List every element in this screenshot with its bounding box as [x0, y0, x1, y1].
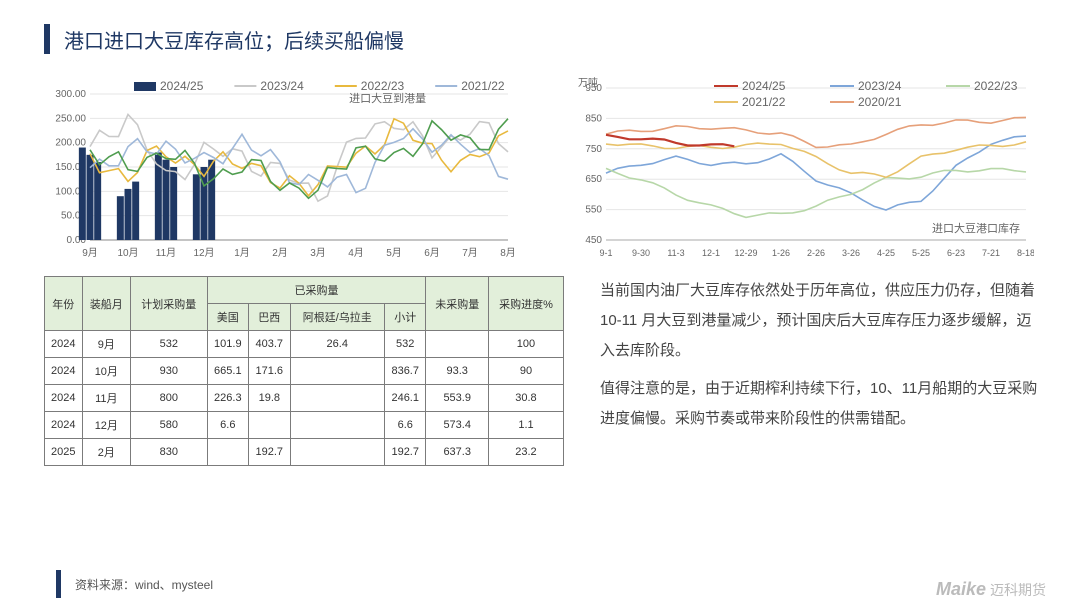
purchase-table-wrap: 年份装船月计划采购量已采购量未采购量采购进度%美国巴西阿根廷/乌拉圭小计2024…	[44, 276, 564, 466]
svg-text:4-25: 4-25	[877, 248, 895, 258]
svg-text:9月: 9月	[82, 247, 98, 259]
svg-text:进口大豆港口库存: 进口大豆港口库存	[932, 221, 1020, 235]
svg-text:2022/23: 2022/23	[361, 79, 405, 93]
brand-logo: Maike 迈科期货	[936, 579, 1046, 600]
svg-text:7月: 7月	[462, 247, 478, 259]
svg-text:2021/22: 2021/22	[461, 79, 505, 93]
table-row: 202412月5806.66.6573.41.1	[45, 412, 564, 439]
svg-text:12-1: 12-1	[702, 248, 720, 258]
source-text: 资料来源：wind、mysteel	[75, 576, 213, 593]
chart-right: 万吨4505506507508509509-19-3011-312-112-29…	[564, 72, 1040, 262]
stock-chart: 万吨4505506507508509509-19-3011-312-112-29…	[564, 72, 1034, 262]
svg-text:6月: 6月	[424, 247, 440, 259]
svg-text:2月: 2月	[272, 247, 288, 259]
svg-text:11月: 11月	[156, 247, 176, 259]
svg-text:5月: 5月	[386, 247, 402, 259]
table-row: 202411月800226.319.8246.1553.930.8	[45, 385, 564, 412]
charts-row: 0.0050.00100.00150.00200.00250.00300.009…	[44, 72, 1040, 262]
arrival-chart: 0.0050.00100.00150.00200.00250.00300.009…	[44, 72, 514, 262]
analysis-paragraph: 当前国内油厂大豆库存依然处于历年高位，供应压力仍存，但随着 10-11 月大豆到…	[600, 276, 1040, 366]
table-row: 202410月930665.1171.6836.793.390	[45, 358, 564, 385]
svg-text:7-21: 7-21	[982, 248, 1000, 258]
svg-text:8-18: 8-18	[1017, 248, 1034, 258]
svg-text:12月: 12月	[193, 247, 214, 259]
page-title: 港口进口大豆库存高位；后续买船偏慢	[64, 25, 404, 54]
svg-text:3月: 3月	[310, 247, 326, 259]
table-row: 20252月830192.7192.7637.323.2	[45, 439, 564, 466]
table-row: 20249月532101.9403.726.4532100	[45, 331, 564, 358]
source-line: 资料来源：wind、mysteel	[56, 570, 213, 598]
svg-text:650: 650	[585, 174, 602, 185]
slide-page: 港口进口大豆库存高位；后续买船偏慢 0.0050.00100.00150.002…	[0, 0, 1080, 608]
svg-text:2020/21: 2020/21	[858, 95, 902, 109]
svg-text:850: 850	[585, 113, 602, 124]
svg-text:2021/22: 2021/22	[742, 95, 786, 109]
svg-text:2024/25: 2024/25	[160, 79, 204, 93]
svg-text:2023/24: 2023/24	[260, 79, 304, 93]
svg-text:1月: 1月	[234, 247, 250, 259]
svg-text:11-3: 11-3	[667, 248, 684, 258]
svg-text:9-30: 9-30	[632, 248, 650, 258]
svg-text:550: 550	[585, 205, 602, 216]
svg-text:2022/23: 2022/23	[974, 79, 1018, 93]
svg-text:750: 750	[585, 144, 602, 155]
svg-text:950: 950	[585, 83, 602, 94]
purchase-table: 年份装船月计划采购量已采购量未采购量采购进度%美国巴西阿根廷/乌拉圭小计2024…	[44, 276, 564, 466]
brand-en: Maike	[936, 579, 986, 600]
svg-text:进口大豆到港量: 进口大豆到港量	[349, 91, 426, 105]
analysis-paragraph: 值得注意的是，由于近期榨利持续下行，10、11月船期的大豆采购进度偏慢。采购节奏…	[600, 374, 1040, 434]
title-accent	[44, 24, 50, 54]
svg-text:2-26: 2-26	[807, 248, 825, 258]
bottom-row: 年份装船月计划采购量已采购量未采购量采购进度%美国巴西阿根廷/乌拉圭小计2024…	[44, 276, 1040, 466]
brand-cn: 迈科期货	[990, 580, 1046, 600]
chart-left: 0.0050.00100.00150.00200.00250.00300.009…	[44, 72, 520, 262]
svg-text:300.00: 300.00	[55, 89, 86, 100]
svg-text:2024/25: 2024/25	[742, 79, 786, 93]
svg-text:1-26: 1-26	[772, 248, 790, 258]
title-bar: 港口进口大豆库存高位；后续买船偏慢	[44, 24, 1040, 54]
svg-text:4月: 4月	[348, 247, 364, 259]
svg-text:250.00: 250.00	[55, 113, 86, 124]
svg-text:200.00: 200.00	[55, 138, 86, 149]
svg-text:6-23: 6-23	[947, 248, 965, 258]
svg-text:5-25: 5-25	[912, 248, 930, 258]
source-accent	[56, 570, 61, 598]
svg-text:3-26: 3-26	[842, 248, 860, 258]
svg-text:10月: 10月	[117, 247, 138, 259]
svg-text:12-29: 12-29	[734, 248, 757, 258]
analysis-text: 当前国内油厂大豆库存依然处于历年高位，供应压力仍存，但随着 10-11 月大豆到…	[600, 276, 1040, 466]
svg-text:2023/24: 2023/24	[858, 79, 902, 93]
svg-text:450: 450	[585, 235, 602, 246]
svg-text:8月: 8月	[500, 247, 514, 259]
svg-text:9-1: 9-1	[599, 248, 612, 258]
